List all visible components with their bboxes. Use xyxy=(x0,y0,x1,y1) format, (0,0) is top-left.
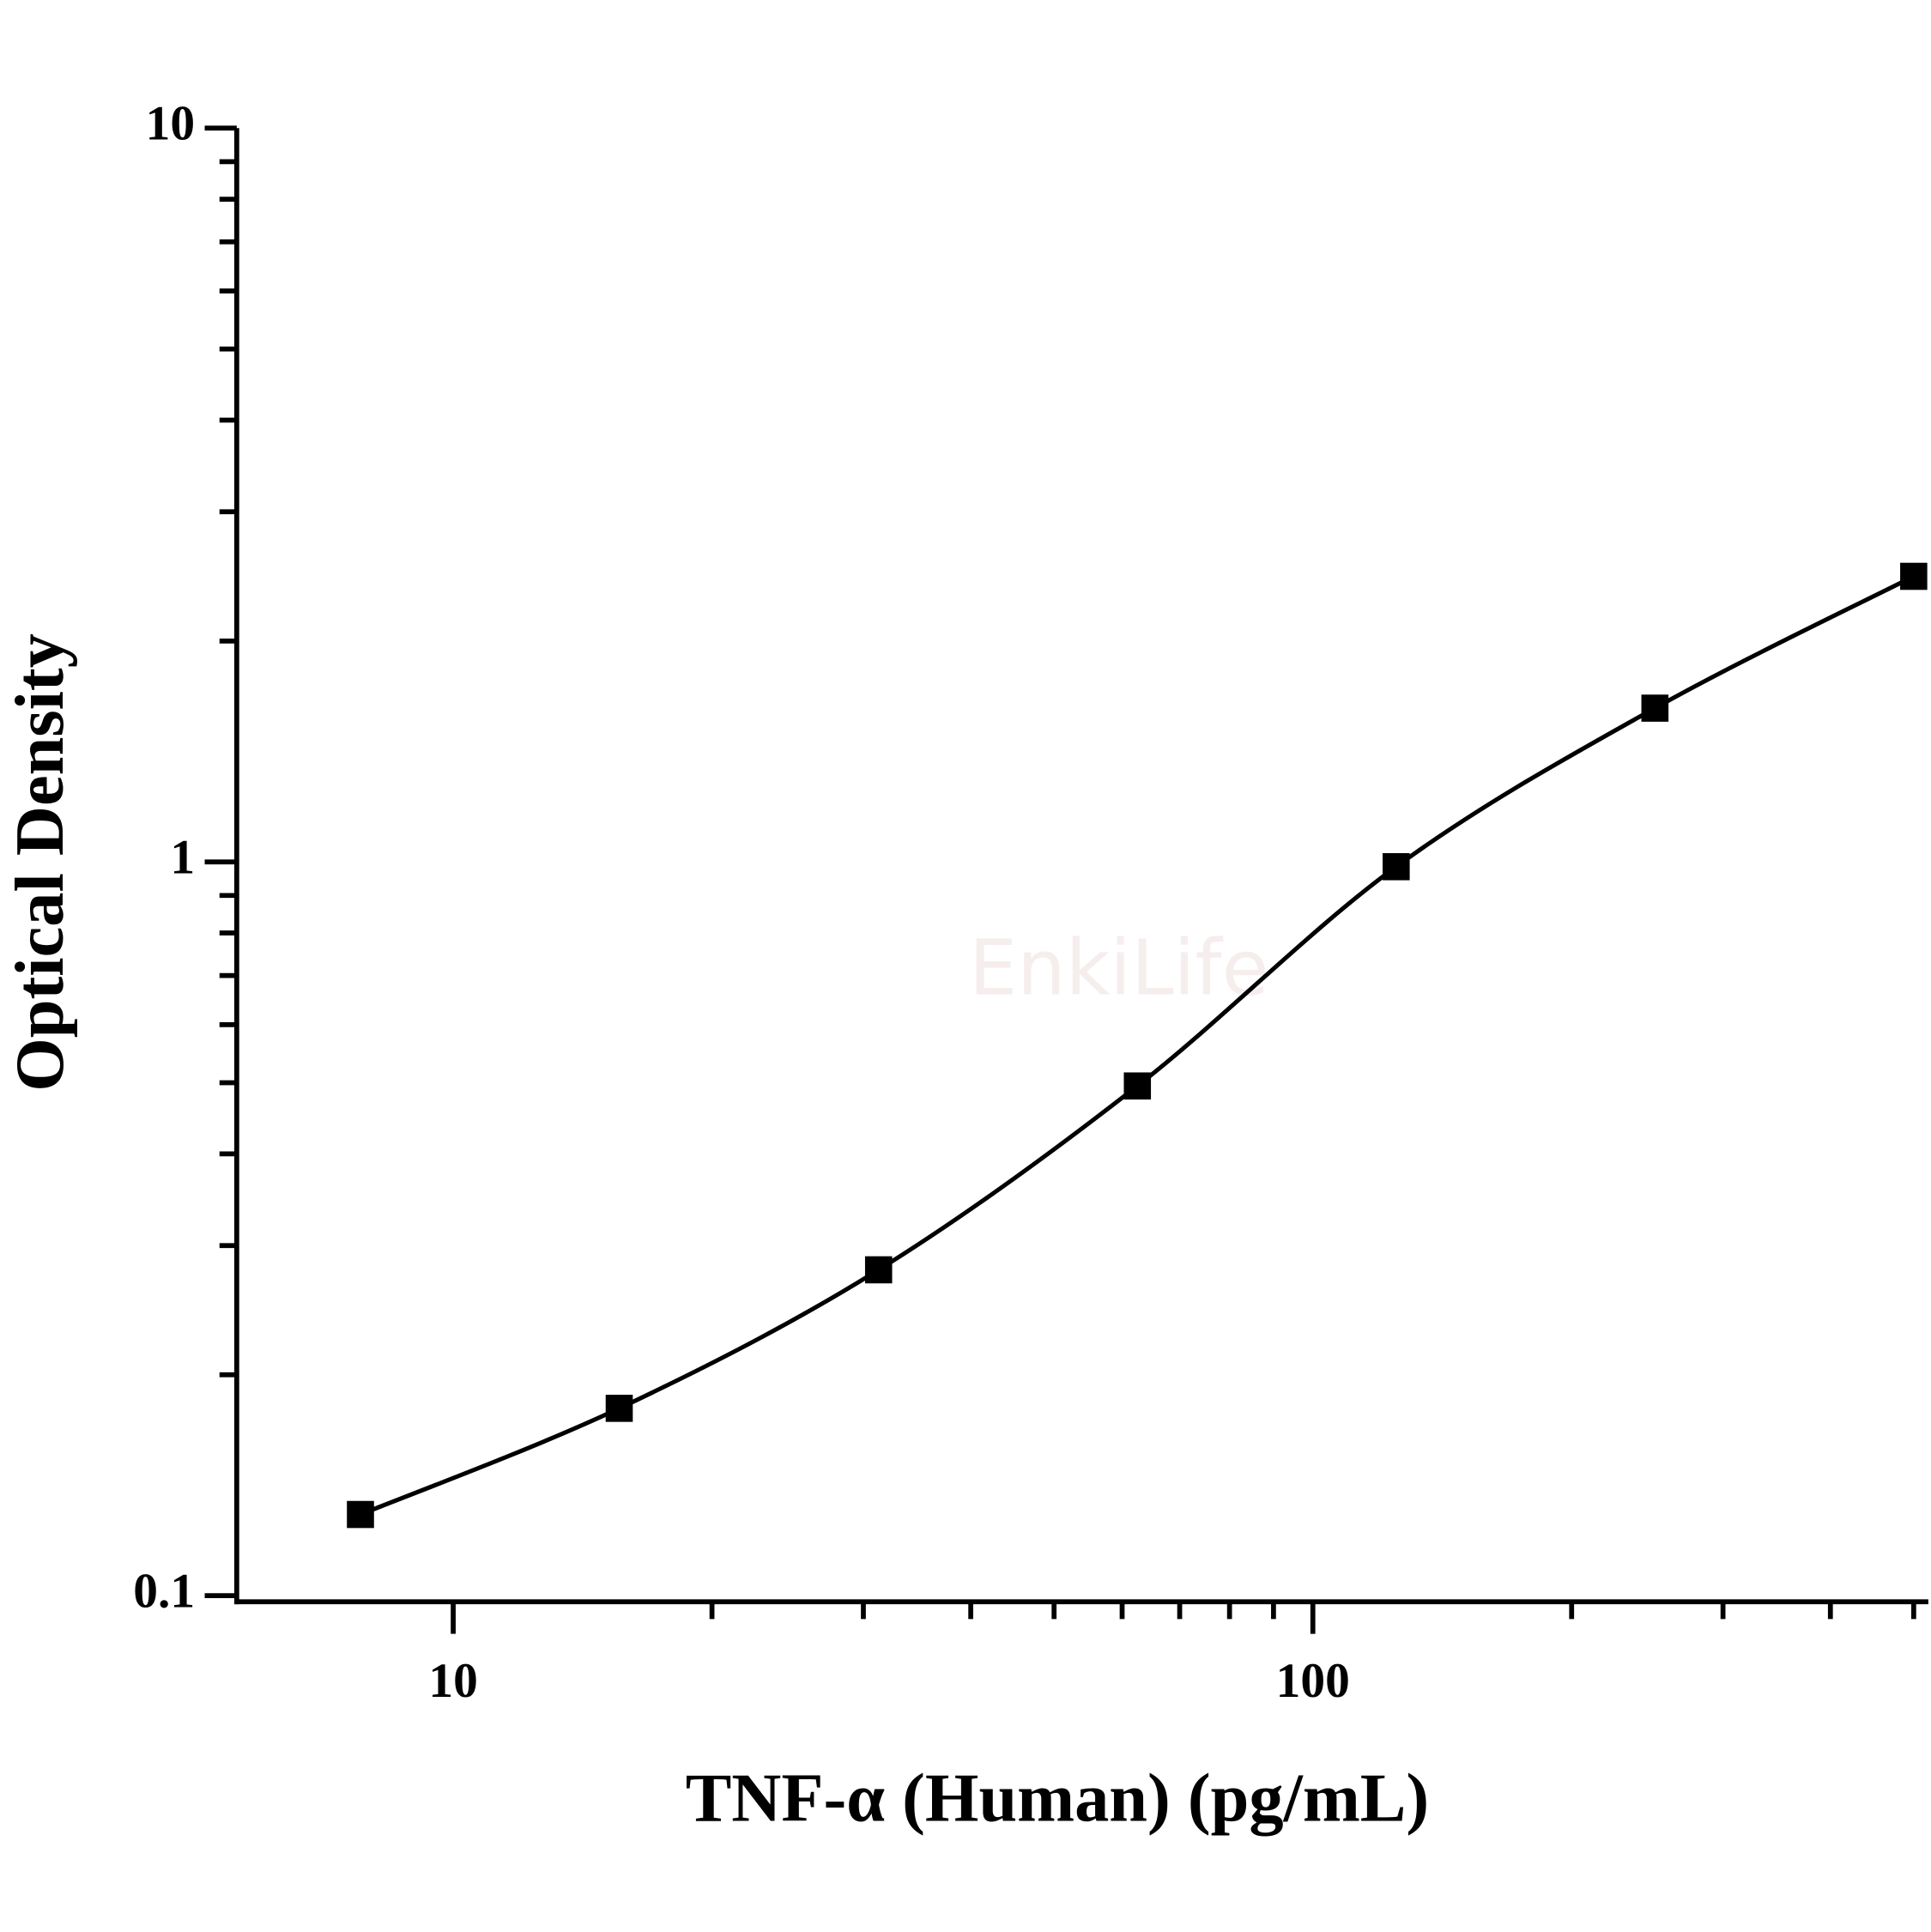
point xyxy=(1383,853,1410,881)
y-tick-label: 1 xyxy=(170,830,195,884)
y-axis-title: Optical Density xyxy=(2,633,78,1092)
x-tick-label: 10 xyxy=(428,1654,477,1708)
point xyxy=(347,1500,374,1529)
watermark: EnkiLife xyxy=(969,924,1268,1013)
y-tick-label: 10 xyxy=(146,96,195,150)
point xyxy=(864,1256,893,1284)
fit-curve xyxy=(360,574,1915,1517)
point xyxy=(1641,694,1669,722)
point xyxy=(1900,562,1928,591)
x-axis-title: TNF-α (Human) (pg/mL) xyxy=(686,1760,1429,1837)
point xyxy=(1123,1072,1152,1100)
y-tick-label: 0.1 xyxy=(133,1564,195,1618)
point xyxy=(605,1395,633,1422)
x-tick-label: 100 xyxy=(1276,1654,1350,1708)
